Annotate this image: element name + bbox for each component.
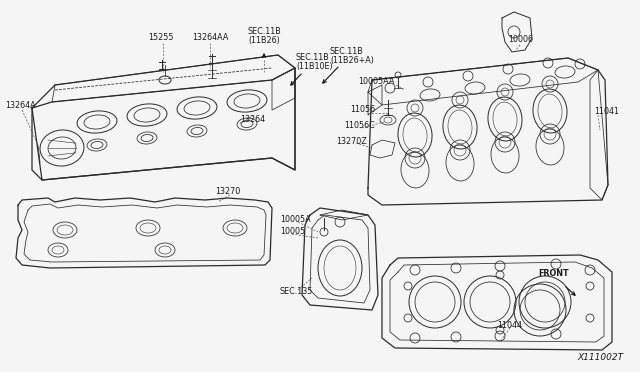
Text: SEC.11B: SEC.11B	[248, 28, 282, 36]
Text: 10006: 10006	[508, 35, 533, 45]
Text: 11041: 11041	[594, 108, 619, 116]
Text: SEC.135: SEC.135	[280, 288, 314, 296]
Text: 10005A: 10005A	[280, 215, 310, 224]
Text: 11056C: 11056C	[344, 122, 375, 131]
Text: 11044: 11044	[497, 321, 522, 330]
Text: 11056: 11056	[350, 106, 375, 115]
Text: (11B10E): (11B10E)	[296, 61, 333, 71]
Text: 13264: 13264	[240, 115, 265, 125]
Text: X111002T: X111002T	[578, 353, 624, 362]
Text: 10005AA: 10005AA	[358, 77, 394, 87]
Text: SEC.11B: SEC.11B	[296, 54, 330, 62]
Text: FRONT: FRONT	[538, 269, 568, 278]
Text: SEC.11B: SEC.11B	[330, 48, 364, 57]
Text: (11B26): (11B26)	[248, 35, 280, 45]
Text: 13270Z: 13270Z	[336, 138, 367, 147]
Text: (11B26+A): (11B26+A)	[330, 55, 374, 64]
Text: 13264A: 13264A	[5, 100, 36, 109]
Text: 13270: 13270	[215, 187, 240, 196]
Text: 10005: 10005	[280, 228, 305, 237]
Text: 13264AA: 13264AA	[192, 32, 228, 42]
Text: 15255: 15255	[148, 32, 173, 42]
